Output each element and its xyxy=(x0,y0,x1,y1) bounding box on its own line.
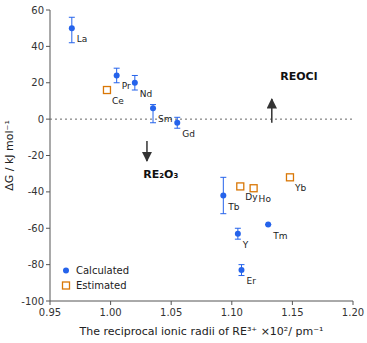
y-tick xyxy=(46,264,50,265)
reference-line xyxy=(50,119,353,120)
point-label: Nd xyxy=(140,89,152,99)
y-tick xyxy=(46,82,50,83)
point-label: La xyxy=(77,34,88,44)
legend-label: Estimated xyxy=(76,280,127,291)
y-tick-label: -80 xyxy=(28,259,44,270)
x-tick xyxy=(110,301,111,305)
y-tick xyxy=(46,191,50,192)
point-label: Tm xyxy=(272,231,287,241)
x-axis-line xyxy=(50,301,353,302)
error-bar xyxy=(150,105,156,123)
point xyxy=(114,72,120,78)
y-tick xyxy=(46,10,50,11)
annotation: RE₂O₃ xyxy=(143,168,178,181)
x-tick xyxy=(292,301,293,305)
error-bar xyxy=(69,17,75,42)
point-label: Pr xyxy=(122,81,131,91)
point-labels: La Pr Nd Sm Gd Tb Y Er Tm Ce DyHo Yb xyxy=(77,34,307,286)
point xyxy=(237,183,244,190)
point-label: Er xyxy=(246,276,256,286)
annotation-arrow xyxy=(146,141,148,161)
point xyxy=(265,222,271,228)
error-bar xyxy=(238,265,244,276)
annotation-arrow xyxy=(271,99,273,123)
x-tick xyxy=(353,301,354,305)
y-tick-label: -60 xyxy=(28,223,44,234)
annotation: REOCl xyxy=(280,70,317,83)
x-tick xyxy=(50,301,51,305)
y-tick-label: -100 xyxy=(21,296,44,307)
y-tick-label: 20 xyxy=(31,77,44,88)
y-tick-label: -40 xyxy=(28,186,44,197)
x-tick-label: 1.15 xyxy=(281,307,303,318)
y-tick xyxy=(46,155,50,156)
point-label: Yb xyxy=(294,183,306,193)
y-tick-label: 60 xyxy=(31,5,44,16)
x-tick-label: 1.20 xyxy=(342,307,364,318)
y-tick-label: 40 xyxy=(31,41,44,52)
legend-swatch xyxy=(63,282,70,289)
point-label: Y xyxy=(242,240,249,250)
x-tick-label: 1.10 xyxy=(221,307,243,318)
point-label: Dy xyxy=(245,192,258,202)
point xyxy=(286,174,293,181)
y-tick xyxy=(46,301,50,302)
point xyxy=(150,105,156,111)
chart: 0.95 1.00 1.05 1.10 1.15 1.20 -100 -80 -60 -40 -20… xyxy=(0,0,367,343)
error-bar xyxy=(114,68,120,83)
point xyxy=(69,25,75,31)
point xyxy=(103,87,110,94)
y-tick xyxy=(46,46,50,47)
y-tick-label: 0 xyxy=(38,114,44,125)
point-label: Sm xyxy=(158,114,172,124)
y-tick-label: -20 xyxy=(28,150,44,161)
y-axis-label: ΔG / kJ mol⁻¹ xyxy=(3,120,16,191)
y-tick xyxy=(46,228,50,229)
point xyxy=(250,185,257,192)
point xyxy=(235,231,241,237)
error-bar xyxy=(235,228,241,239)
point xyxy=(132,80,138,86)
point-label: Tb xyxy=(227,202,239,212)
legend-label: Calculated xyxy=(76,265,129,276)
legend-swatch xyxy=(63,268,69,274)
point xyxy=(174,120,180,126)
point-label: Ce xyxy=(112,96,124,106)
legend: Calculated Estimated xyxy=(63,265,130,291)
x-tick-label: 1.00 xyxy=(99,307,121,318)
point xyxy=(220,193,226,199)
error-bar xyxy=(174,117,180,128)
x-tick-label: 0.95 xyxy=(39,307,61,318)
point xyxy=(238,267,244,273)
x-tick xyxy=(171,301,172,305)
plot-area xyxy=(50,17,353,275)
x-axis-label: The reciprocal ionic radii of RE³⁺ ×10²/… xyxy=(79,325,324,338)
point-label: Gd xyxy=(182,129,195,139)
x-tick xyxy=(231,301,232,305)
point-label: Ho xyxy=(259,194,272,204)
y-tick xyxy=(46,119,50,120)
x-tick-label: 1.05 xyxy=(160,307,182,318)
error-bar xyxy=(220,177,226,213)
error-bar xyxy=(132,75,138,90)
